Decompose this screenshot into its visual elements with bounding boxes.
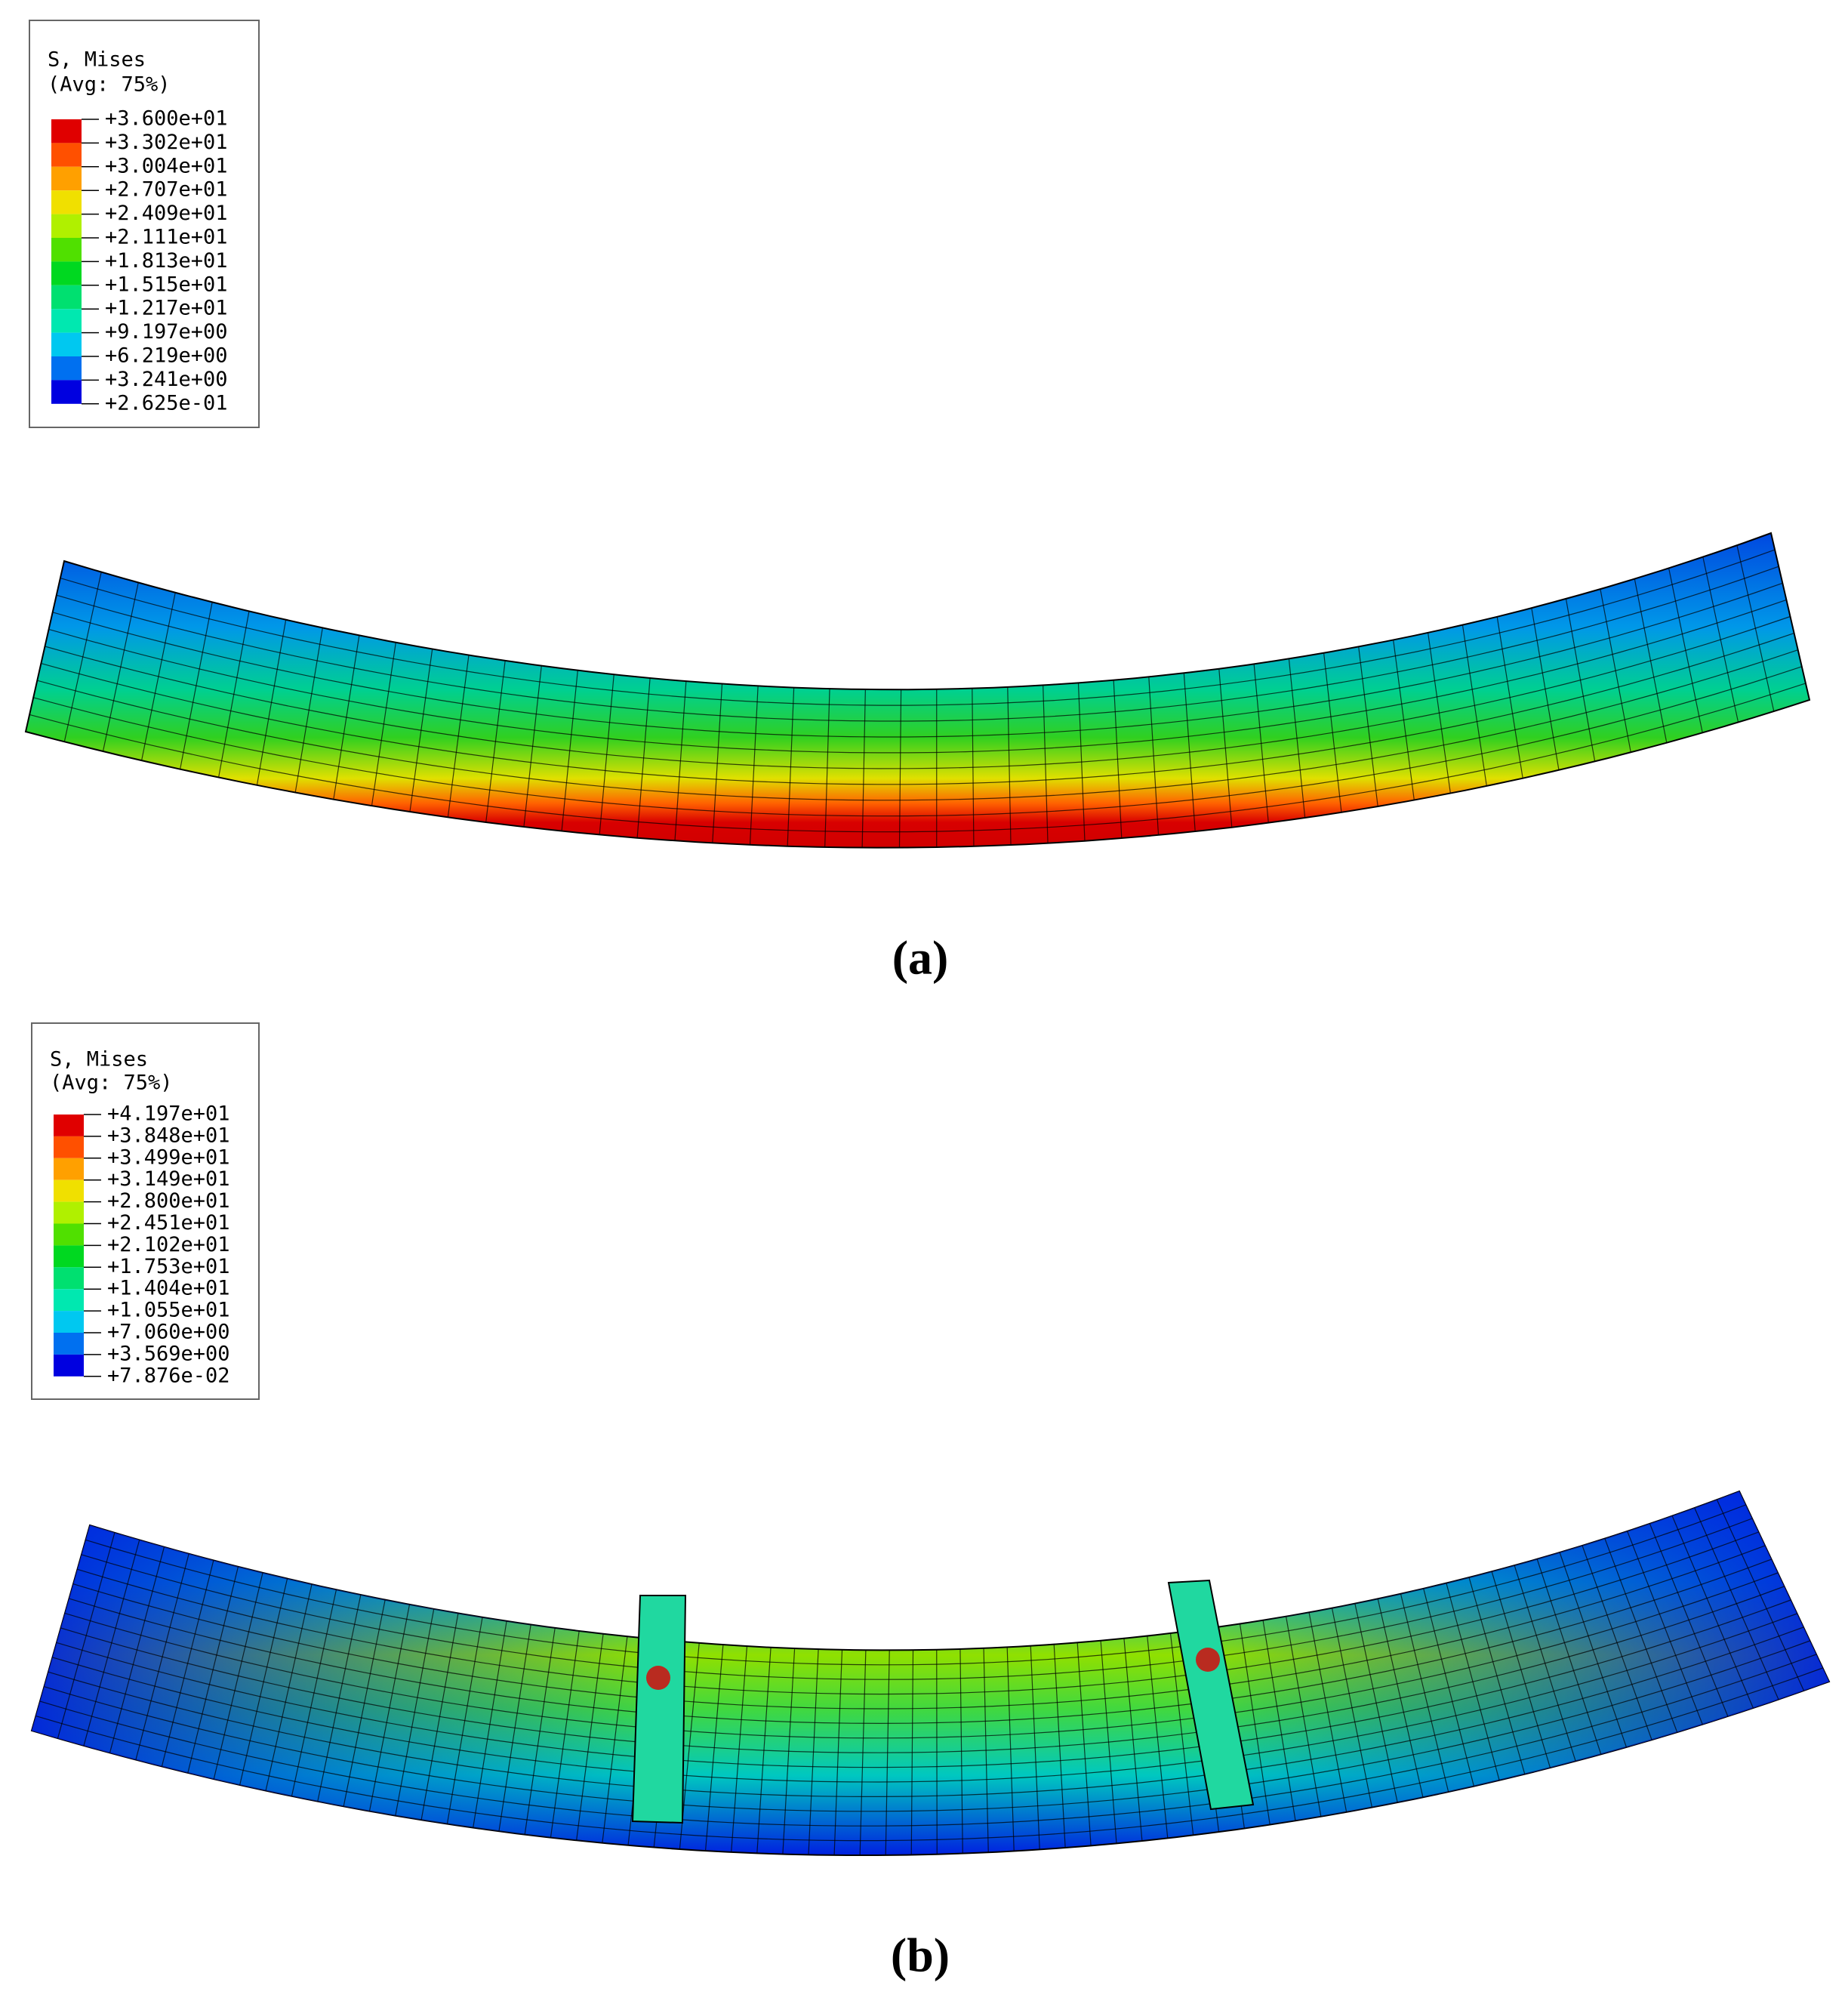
legend-swatch <box>54 1245 84 1268</box>
legend-label: +2.800e+01 <box>107 1189 230 1213</box>
legend-label: +1.515e+01 <box>105 273 228 296</box>
legend-title: S, Mises <box>48 48 146 72</box>
legend-swatch <box>54 1223 84 1246</box>
mesh-line <box>60 1586 1785 1753</box>
legend-label: +2.625e-01 <box>105 391 228 415</box>
legend-swatch <box>54 1179 84 1202</box>
legend-label: +1.055e+01 <box>107 1299 230 1322</box>
legend-swatch <box>54 1354 84 1377</box>
legend-label: +6.219e+00 <box>105 344 228 368</box>
mesh-line <box>48 1626 1804 1798</box>
legend-title: S, Mises <box>50 1048 148 1071</box>
legend-label: +4.197e+01 <box>107 1102 230 1126</box>
mesh-line <box>85 1504 1746 1666</box>
legend-swatch <box>54 1333 84 1355</box>
legend-label: +3.241e+00 <box>105 368 228 391</box>
legend-swatch <box>51 356 82 381</box>
legend-label: +9.197e+00 <box>105 320 228 344</box>
mesh-line <box>56 1599 1791 1768</box>
legend-swatch <box>51 190 82 214</box>
legend-swatch <box>51 238 82 262</box>
mesh-line <box>77 1531 1759 1695</box>
legend-label: +2.102e+01 <box>107 1233 230 1256</box>
mesh-line <box>69 1558 1772 1725</box>
mesh-line <box>37 649 1798 801</box>
legend-swatch <box>54 1289 84 1312</box>
legend-swatch <box>51 119 82 143</box>
mesh-line <box>52 582 1783 738</box>
legend-swatch <box>51 309 82 333</box>
legend-swatch <box>51 332 82 356</box>
legend-swatch <box>54 1201 84 1224</box>
legend-swatch <box>51 166 82 191</box>
legend-swatch <box>51 380 82 404</box>
legend-label: +3.600e+01 <box>105 107 228 131</box>
legend-subtitle: (Avg: 75%) <box>48 73 171 97</box>
legend-label: +1.753e+01 <box>107 1255 230 1278</box>
beam-body <box>24 532 1811 849</box>
legend-swatch <box>51 214 82 238</box>
mesh-line <box>45 615 1791 769</box>
mesh-line <box>60 549 1776 706</box>
legend-label: +3.499e+01 <box>107 1145 230 1169</box>
legend-label: +3.149e+01 <box>107 1167 230 1191</box>
mesh-line <box>48 599 1787 754</box>
loading-plate <box>631 1595 687 1824</box>
mesh-line <box>56 566 1779 722</box>
legend-label: +1.813e+01 <box>105 249 228 273</box>
legend-label: +1.217e+01 <box>105 297 228 320</box>
legend-label: +7.876e-02 <box>107 1364 230 1387</box>
legend-swatch <box>51 285 82 310</box>
legend-swatch <box>54 1158 84 1180</box>
legend-label: +3.004e+01 <box>105 154 228 177</box>
mesh-line <box>52 1613 1797 1783</box>
legend-label: +3.569e+00 <box>107 1342 230 1365</box>
legend-label: +1.404e+01 <box>107 1277 230 1300</box>
legend-swatch <box>54 1311 84 1333</box>
mesh-line <box>72 1545 1766 1710</box>
mesh-line <box>64 1572 1779 1739</box>
legend-subtitle: (Avg: 75%) <box>50 1071 173 1095</box>
legend-label: +2.707e+01 <box>105 178 228 202</box>
caption: (a) <box>892 931 949 985</box>
mesh-line <box>81 1518 1753 1680</box>
mesh-line <box>39 1654 1817 1827</box>
legend-swatch <box>54 1115 84 1136</box>
beam-end-shading <box>32 1491 1829 1855</box>
legend-label: +2.111e+01 <box>105 226 228 249</box>
mesh-line <box>35 1667 1823 1842</box>
stress-hotspot <box>646 1666 670 1690</box>
legend-label: +3.848e+01 <box>107 1124 230 1147</box>
loading-plate <box>1167 1579 1255 1811</box>
legend-label: +2.451e+01 <box>107 1211 230 1235</box>
legend-swatch <box>51 261 82 285</box>
legend-label: +3.302e+01 <box>105 131 228 154</box>
mesh-line <box>44 1640 1810 1812</box>
mesh-line <box>41 633 1794 785</box>
legend-label: +7.060e+00 <box>107 1321 230 1344</box>
mesh-line <box>29 683 1806 833</box>
beams <box>24 532 1831 1856</box>
caption: (b) <box>891 1928 950 1982</box>
stress-hotspot <box>1196 1648 1220 1672</box>
legend-swatch <box>51 143 82 167</box>
mesh-line <box>33 666 1802 817</box>
legend-label: +2.409e+01 <box>105 202 228 225</box>
legend-swatch <box>54 1267 84 1290</box>
legend-swatch <box>54 1136 84 1158</box>
